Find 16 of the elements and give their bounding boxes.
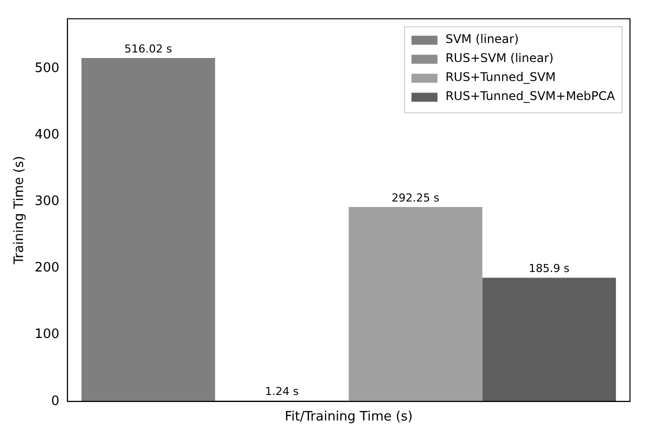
y-tick-label: 200	[34, 260, 60, 276]
y-tick-label: 300	[34, 194, 60, 210]
data-label: 516.02 s	[124, 42, 172, 56]
x-tick-label: Fit/Training Time (s)	[284, 410, 413, 425]
legend-label: RUS+Tunned_SVM+MebPCA	[445, 88, 616, 103]
data-label: 1.24 s	[265, 384, 300, 398]
legend-label: RUS+SVM (linear)	[445, 50, 554, 65]
y-tick-label: 400	[34, 128, 60, 143]
legend-label: RUS+Tunned_SVM	[445, 70, 556, 84]
y-tick-label: 100	[34, 327, 60, 342]
y-tick-label: 0	[51, 394, 60, 409]
y-tick-label: 500	[34, 61, 60, 76]
data-label: 292.25 s	[392, 191, 440, 204]
y-axis-title: Training Time (s)	[12, 156, 28, 266]
legend-label: SVM (linear)	[445, 32, 519, 46]
data-label: 185.9 s	[528, 262, 570, 276]
